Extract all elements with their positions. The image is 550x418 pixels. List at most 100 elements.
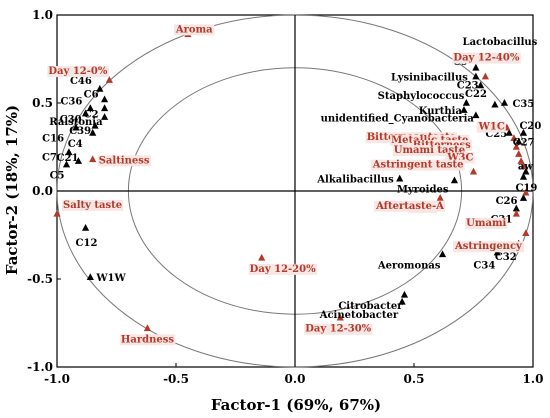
label-c34: C34 — [473, 261, 495, 272]
label-bg-salty-taste — [62, 199, 124, 211]
marker-c12 — [81, 223, 90, 231]
x-tick-label: 0.0 — [285, 372, 306, 386]
marker-c31 — [512, 204, 520, 212]
marker-staphylococcus — [462, 99, 470, 106]
label-astringent-taste: Astringent taste — [372, 160, 464, 171]
x-tick-labels: -1.0 -0.5 0.0 0.5 1.0 — [44, 363, 543, 386]
marker-bitterness-taste — [510, 134, 518, 141]
label-c30: C30 — [60, 115, 82, 126]
marker-c4 — [89, 128, 97, 136]
label-c2: C2 — [84, 109, 99, 120]
label-lysinibacillus: Lysinibacillus — [391, 73, 468, 84]
label-alkalibacillus: Alkalibacillus — [316, 175, 394, 186]
marker-umami — [512, 209, 520, 217]
label-saltiness: Saltiness — [99, 155, 150, 166]
label-c5: C5 — [50, 171, 65, 182]
label-w1w: W1W — [95, 273, 126, 284]
y-tick-labels: 1.0 0.5 0.0 -0.5 -1.0 — [27, 8, 61, 374]
marker-c23 — [477, 81, 485, 89]
y-tick-label: 1.0 — [32, 8, 53, 22]
label-c46: C46 — [70, 76, 92, 87]
label-aeromonas: Aeromonas — [377, 260, 441, 271]
label-bg-astringency — [452, 241, 525, 253]
label-bg-astringent-taste — [370, 159, 465, 171]
label-c32: C32 — [495, 252, 517, 263]
marker-c20 — [519, 128, 528, 136]
marker-astringency — [522, 229, 530, 237]
marker-c30 — [81, 109, 90, 117]
marker-w3c — [519, 162, 528, 170]
label-bg-day-12-30 — [304, 323, 373, 335]
marker-c39 — [91, 121, 99, 129]
marker-citrobacter — [400, 290, 409, 298]
marker-c46 — [96, 84, 104, 92]
marker-c35 — [500, 99, 509, 106]
label-bg-day-12-20 — [248, 263, 318, 275]
label-c22: C22 — [465, 89, 487, 100]
label-acinetobacter: Acinetobacter — [319, 310, 399, 321]
marker-alkalibacillus — [396, 174, 404, 182]
label-kurthia: Kurthia — [419, 106, 463, 117]
label-day-12-0: Day 12-0% — [48, 66, 107, 77]
label-bg-umami — [465, 217, 508, 229]
label-c36: C36 — [60, 96, 82, 107]
label-w3c: W3C — [446, 152, 473, 163]
marker-c25 — [505, 128, 513, 136]
zero-crosshair — [57, 15, 533, 367]
label-bg-aftertaste-a — [374, 200, 446, 212]
label-ralstonia: Ralstonia — [49, 117, 103, 128]
marker-umami-taste — [517, 157, 525, 164]
label-bg-w3c — [445, 152, 475, 164]
label-bg-aroma — [173, 24, 215, 36]
label-day-12-40: Day 12-40% — [453, 53, 519, 64]
label-bg-day-12-40 — [452, 52, 521, 64]
x-tick-label: -1.0 — [44, 372, 70, 386]
marker-hardness — [143, 324, 152, 332]
label-umami: Umami — [466, 218, 506, 229]
marker-c19 — [519, 172, 528, 180]
marker-c16 — [72, 123, 80, 131]
marker-day-12-20 — [258, 253, 266, 261]
label-unidentified-cyanobacteria: unidentified_Cyanobacteria — [321, 113, 475, 124]
marker-saltiness — [89, 155, 97, 163]
label-bg-w1c — [476, 121, 506, 133]
label-day-12-30: Day 12-30% — [305, 324, 371, 335]
label-lactobacillus: Lactobacillus — [463, 37, 538, 48]
marker-c2 — [101, 104, 109, 112]
label-bg-saltiness — [97, 155, 151, 167]
marker-aftertaste-a — [522, 188, 530, 196]
marker-aeromonas — [438, 250, 447, 258]
marker-myroides — [450, 176, 459, 184]
label-w1c: W1C — [478, 122, 505, 133]
label-c39: C39 — [69, 126, 91, 137]
marker-c7 — [65, 148, 73, 156]
marker-day-12-30 — [336, 313, 344, 321]
label-c27: C27 — [513, 138, 535, 149]
label-c35: C35 — [512, 99, 534, 110]
marker-aw — [522, 167, 530, 175]
label-c19: C19 — [515, 183, 537, 194]
label-c26: C26 — [496, 196, 518, 207]
label-c20: C20 — [519, 121, 541, 132]
marker-astringent-taste — [469, 167, 478, 175]
label-umami-taste: Umami taste — [394, 145, 465, 156]
y-tick-label: -0.5 — [27, 272, 53, 286]
label-hardness: Hardness — [121, 334, 174, 345]
marker-c27 — [515, 137, 523, 145]
label-bg-hardness — [119, 334, 176, 346]
marker-day-12-0 — [105, 76, 113, 83]
label-c21: C21 — [57, 153, 79, 164]
x-tick-label: 0.5 — [404, 372, 425, 386]
label-salty-taste: Salty taste — [63, 200, 122, 211]
label-c6: C6 — [84, 89, 99, 100]
label-c12: C12 — [76, 238, 98, 249]
label-aroma: Aroma — [175, 24, 213, 35]
label-astringency: Astringency — [454, 241, 523, 252]
marker-c21 — [74, 157, 83, 164]
label-bg-day-12-0 — [47, 66, 109, 78]
x-tick-label: -0.5 — [163, 372, 189, 386]
marker-acinetobacter — [398, 297, 406, 305]
marker-unidentified-cyanobacteria — [472, 111, 480, 119]
